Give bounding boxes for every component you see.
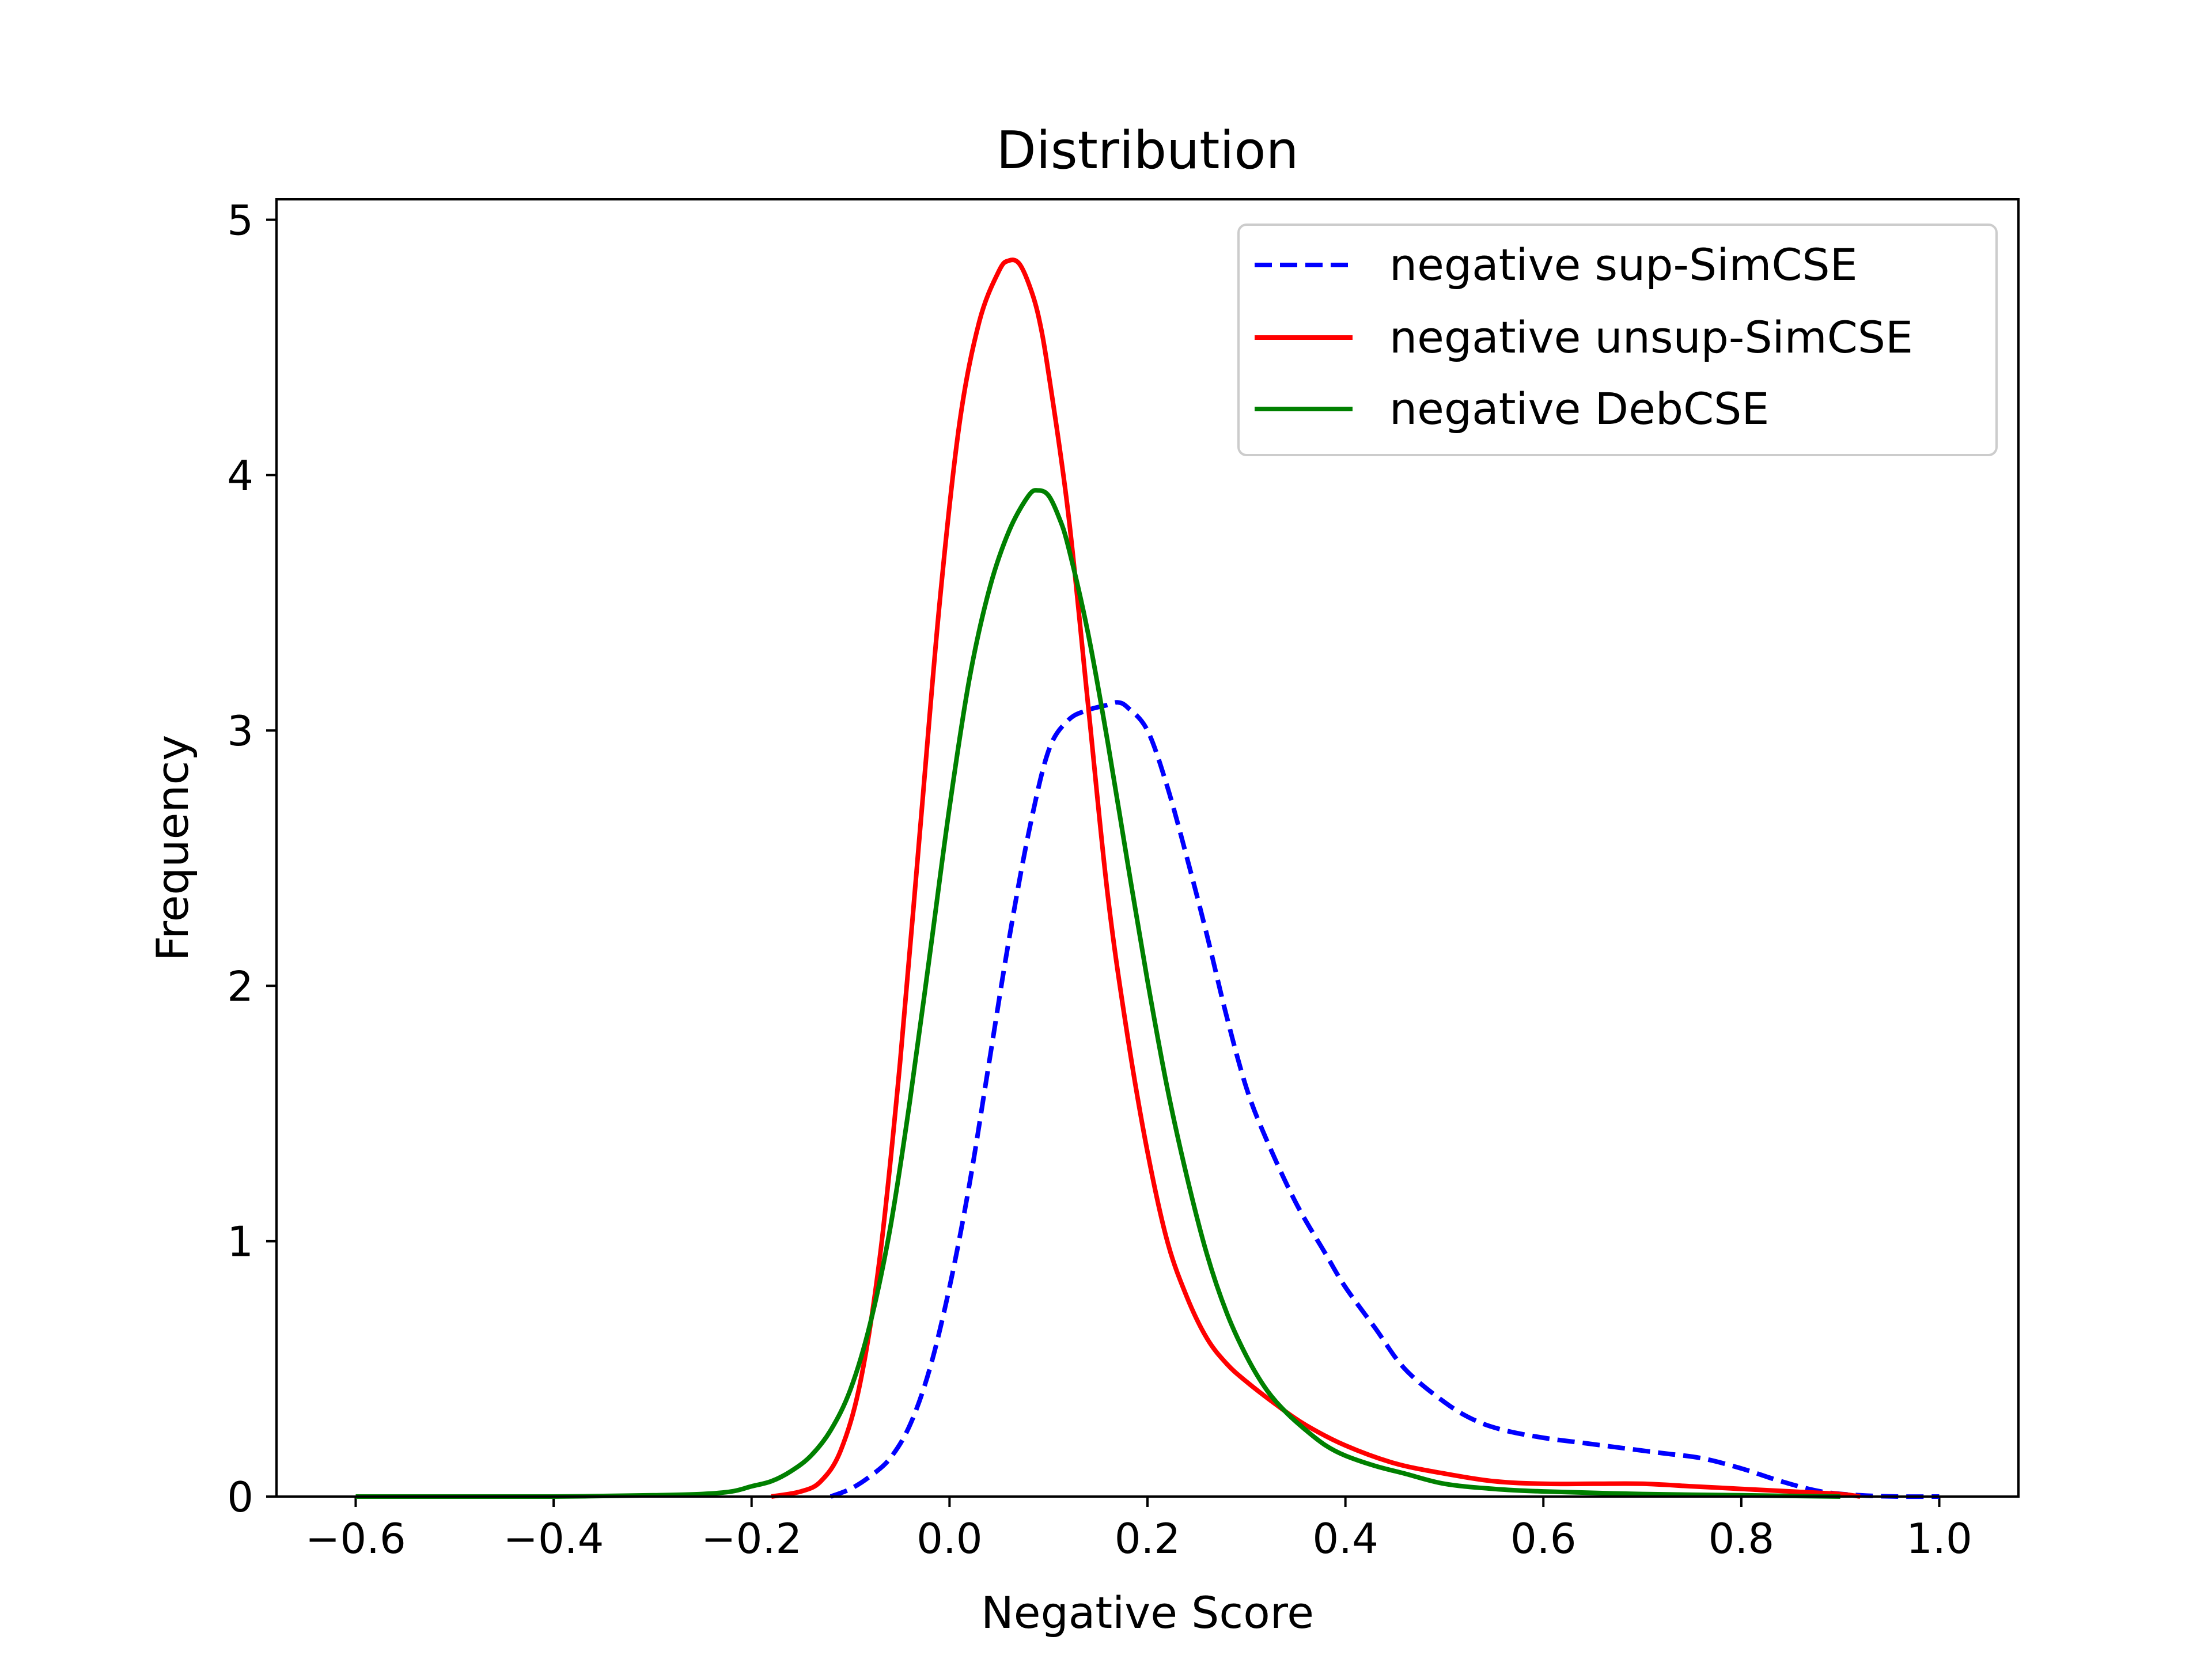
- plot-frame: [275, 198, 2020, 1498]
- x-tick-label: 0.0: [916, 1514, 983, 1563]
- x-tick-label: 0.2: [1115, 1514, 1181, 1563]
- y-tick-label: 3: [227, 707, 253, 755]
- chart-title: Distribution: [996, 120, 1298, 181]
- legend: negative sup-SimCSE negative unsup-SimCS…: [1237, 224, 1998, 456]
- y-tick-label: 2: [227, 962, 253, 1010]
- legend-label-sup-simcse: negative sup-SimCSE: [1389, 239, 1858, 290]
- plot-series: [355, 257, 1940, 1499]
- y-tick-label: 1: [227, 1218, 253, 1266]
- y-axis-ticks: 0 1 2 3 4 5: [227, 196, 276, 1521]
- y-axis-label: Frequency: [147, 735, 198, 961]
- x-tick-label: −0.6: [305, 1514, 406, 1563]
- series-line-debcse: [355, 488, 1840, 1499]
- legend-box: [1237, 224, 1998, 456]
- x-tick-label: 0.6: [1510, 1514, 1577, 1563]
- legend-label-unsup-simcse: negative unsup-SimCSE: [1389, 312, 1913, 363]
- series-line-unsup-simcse: [771, 257, 1861, 1499]
- legend-label-debcse: negative DebCSE: [1389, 383, 1769, 434]
- y-tick-label: 4: [227, 452, 253, 500]
- y-tick-label: 0: [227, 1473, 253, 1521]
- x-axis-ticks: −0.6 −0.4 −0.2 0.0 0.2 0.4 0.6 0.8 1.0: [305, 1497, 1972, 1563]
- y-tick-label: 5: [227, 196, 253, 244]
- x-tick-label: −0.4: [503, 1514, 604, 1563]
- x-tick-label: 1.0: [1906, 1514, 1972, 1563]
- x-tick-label: 0.8: [1709, 1514, 1775, 1563]
- x-tick-label: 0.4: [1312, 1514, 1378, 1563]
- x-tick-label: −0.2: [701, 1514, 802, 1563]
- series-line-sup-simcse: [830, 700, 1940, 1499]
- x-axis-label: Negative Score: [981, 1587, 1314, 1638]
